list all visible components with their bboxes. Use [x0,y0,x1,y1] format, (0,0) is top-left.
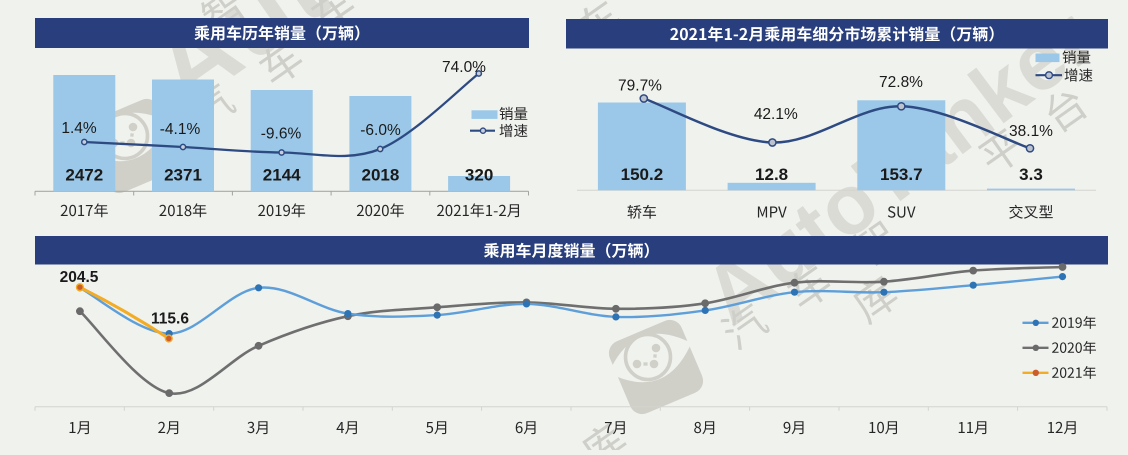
svg-text:320: 320 [465,166,493,185]
svg-text:72.8%: 72.8% [879,74,923,91]
svg-text:1.4%: 1.4% [61,120,97,137]
svg-text:74.0%: 74.0% [442,59,486,76]
svg-text:204.5: 204.5 [60,269,99,286]
svg-text:-4.1%: -4.1% [160,121,201,138]
svg-text:115.6: 115.6 [151,311,189,328]
svg-text:12.8: 12.8 [755,165,788,184]
svg-text:-6.0%: -6.0% [360,122,401,139]
svg-text:2371: 2371 [164,166,202,185]
svg-text:150.2: 150.2 [621,165,664,184]
svg-text:-9.6%: -9.6% [261,126,302,143]
svg-text:153.7: 153.7 [880,165,923,184]
svg-text:79.7%: 79.7% [618,78,662,95]
svg-text:2144: 2144 [263,166,301,185]
svg-text:42.1%: 42.1% [754,106,798,123]
svg-text:2472: 2472 [65,166,103,185]
svg-text:3.3: 3.3 [1019,165,1043,184]
svg-text:38.1%: 38.1% [1009,123,1053,140]
svg-text:2018: 2018 [361,166,399,185]
